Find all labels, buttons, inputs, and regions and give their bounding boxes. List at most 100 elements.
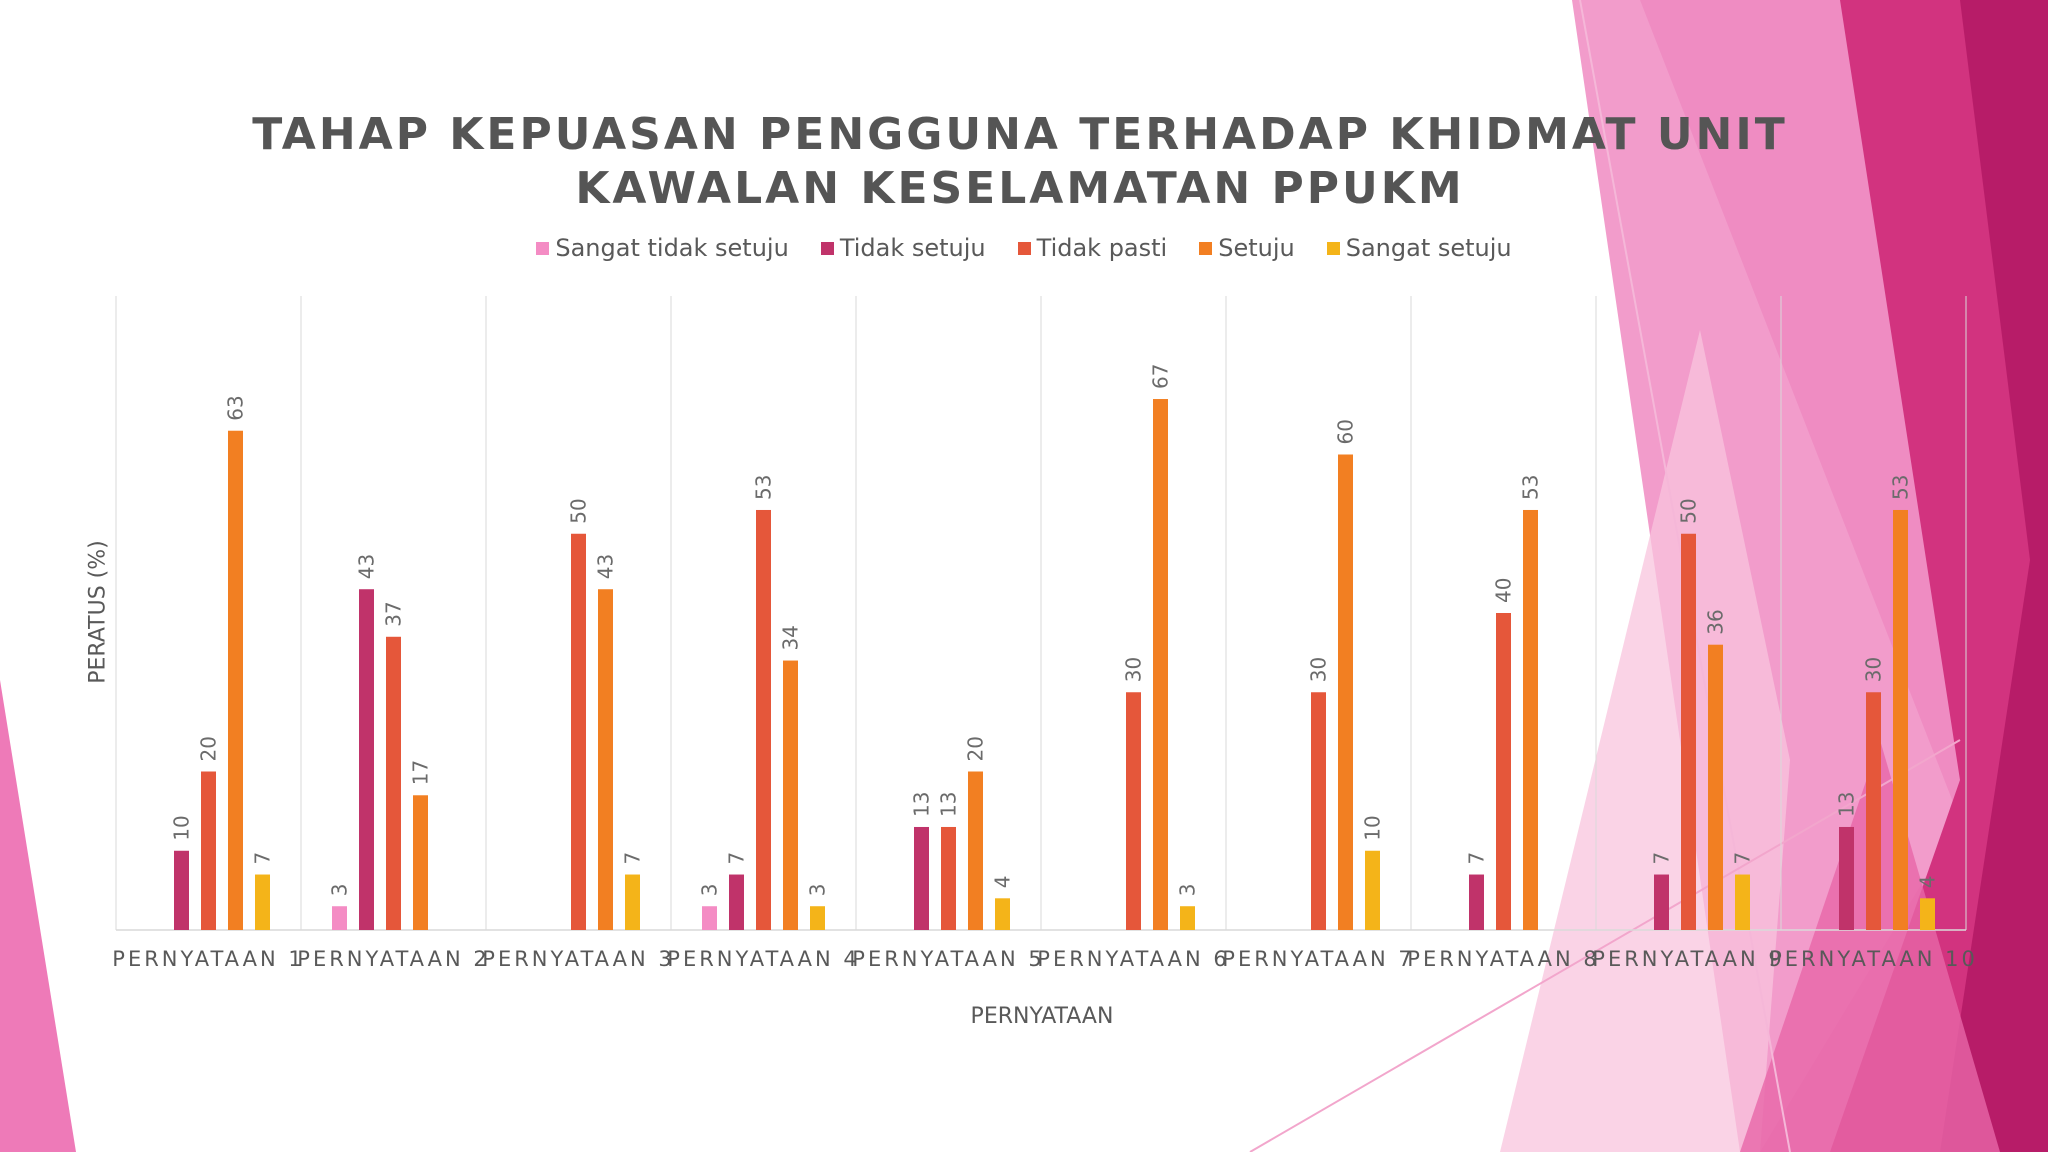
category-label: PERNYATAAN 4 — [667, 947, 859, 971]
bar — [1126, 692, 1141, 930]
data-label: 10 — [170, 815, 194, 840]
category-label: PERNYATAAN 1 — [112, 947, 304, 971]
data-label: 50 — [1677, 498, 1701, 523]
data-label: 40 — [1492, 578, 1516, 603]
chart-legend: Sangat tidak setuju Tidak setuju Tidak p… — [0, 234, 2048, 262]
data-label: 53 — [1519, 475, 1543, 500]
legend-item-setuju: Setuju — [1199, 234, 1295, 262]
legend-item-tidak-setuju: Tidak setuju — [820, 234, 986, 262]
bar — [201, 771, 216, 930]
data-label: 7 — [725, 852, 749, 865]
data-label: 60 — [1334, 419, 1358, 444]
x-axis-title: PERNYATAAN — [970, 1004, 1114, 1029]
legend-swatch — [1199, 241, 1213, 255]
data-label: 7 — [251, 852, 275, 865]
data-label: 67 — [1149, 364, 1173, 389]
category-label: PERNYATAAN 9 — [1592, 947, 1784, 971]
category-label: PERNYATAAN 10 — [1769, 947, 1978, 971]
bar — [1735, 874, 1750, 930]
data-label: 43 — [594, 554, 618, 579]
bar — [1681, 533, 1696, 930]
legend-swatch — [1017, 241, 1031, 255]
data-label: 53 — [1889, 475, 1913, 500]
bar — [914, 826, 929, 930]
data-label: 34 — [779, 625, 803, 650]
data-label: 10 — [1361, 815, 1385, 840]
bar — [255, 874, 270, 930]
bar — [1839, 826, 1854, 930]
bar — [729, 874, 744, 930]
bar — [332, 906, 347, 930]
data-label: 7 — [1650, 852, 1674, 865]
data-label: 30 — [1122, 657, 1146, 682]
data-label: 43 — [355, 554, 379, 579]
data-label: 13 — [1835, 792, 1859, 817]
bar — [1920, 898, 1935, 930]
bar — [1365, 850, 1380, 930]
data-label: 53 — [752, 475, 776, 500]
data-label: 7 — [1465, 852, 1489, 865]
legend-item-tidak-pasti: Tidak pasti — [1017, 234, 1167, 262]
decor-left-pink — [0, 680, 76, 1152]
category-label: PERNYATAAN 2 — [297, 947, 489, 971]
category-label: PERNYATAAN 7 — [1222, 947, 1414, 971]
data-label: 3 — [806, 883, 830, 896]
bar — [1180, 906, 1195, 930]
legend-swatch — [820, 241, 834, 255]
chart-title: TAHAP KEPUASAN PENGGUNA TERHADAP KHIDMAT… — [252, 109, 1788, 214]
data-label: 20 — [964, 736, 988, 761]
legend-label: Sangat setuju — [1345, 234, 1512, 262]
bar — [1469, 874, 1484, 930]
bar — [1153, 399, 1168, 930]
category-label: PERNYATAAN 3 — [482, 947, 674, 971]
decor-pink-shard — [1740, 740, 2000, 1152]
bar — [1893, 509, 1908, 930]
bar — [968, 771, 983, 930]
data-label: 50 — [567, 498, 591, 523]
data-label: 63 — [224, 395, 248, 420]
legend-swatch — [1326, 241, 1340, 255]
bar — [228, 430, 243, 930]
bar — [1866, 692, 1881, 930]
bar — [1338, 454, 1353, 930]
bar — [1523, 509, 1538, 930]
category-label: PERNYATAAN 6 — [1037, 947, 1229, 971]
bar — [625, 874, 640, 930]
bar — [413, 795, 428, 930]
bar — [1311, 692, 1326, 930]
bar — [941, 826, 956, 930]
data-label: 37 — [382, 601, 406, 626]
legend-item-sangat-tidak-setuju: Sangat tidak setuju — [536, 234, 789, 262]
legend-swatch — [536, 241, 550, 255]
data-label: 3 — [328, 883, 352, 896]
data-label: 4 — [991, 876, 1015, 889]
bar — [174, 850, 189, 930]
bar — [756, 509, 771, 930]
data-label: 17 — [409, 760, 433, 785]
data-label: 3 — [698, 883, 722, 896]
legend-label: Setuju — [1218, 234, 1295, 262]
bar — [359, 589, 374, 930]
bar — [386, 636, 401, 930]
bar — [1496, 613, 1511, 930]
data-label: 30 — [1307, 657, 1331, 682]
bar — [810, 906, 825, 930]
bar — [1708, 644, 1723, 930]
bar — [598, 589, 613, 930]
legend-label: Tidak setuju — [839, 234, 986, 262]
bar — [702, 906, 717, 930]
data-label: 30 — [1862, 657, 1886, 682]
bar — [1654, 874, 1669, 930]
data-label: 7 — [1731, 852, 1755, 865]
legend-item-sangat-setuju: Sangat setuju — [1326, 234, 1512, 262]
data-label: 36 — [1704, 609, 1728, 634]
legend-label: Sangat tidak setuju — [555, 234, 789, 262]
bar — [995, 898, 1010, 930]
data-label: 3 — [1176, 883, 1200, 896]
category-label: PERNYATAAN 8 — [1407, 947, 1599, 971]
bar — [783, 660, 798, 930]
data-label: 7 — [621, 852, 645, 865]
data-label: 20 — [197, 736, 221, 761]
